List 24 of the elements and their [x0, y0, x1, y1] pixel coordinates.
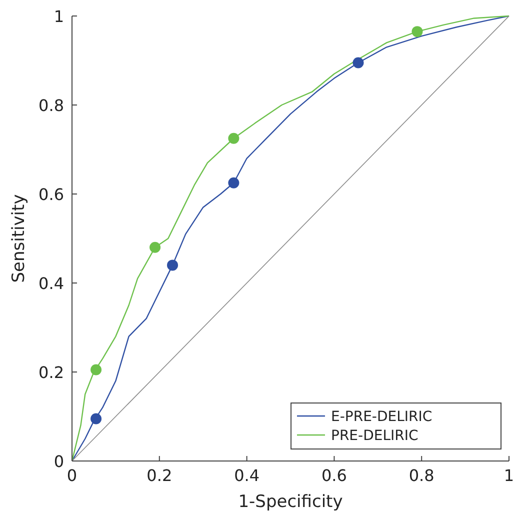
- legend-label: E-PRE-DELIRIC: [331, 409, 432, 425]
- point: [228, 177, 240, 188]
- x-tick-label: 0.6: [321, 466, 347, 485]
- y-tick-label: 0.6: [38, 185, 64, 204]
- y-tick-label: 0: [54, 452, 64, 471]
- point: [352, 57, 364, 68]
- x-tick-label: 0.8: [408, 466, 434, 485]
- x-tick-label: 1: [504, 466, 514, 485]
- y-axis-title: Sensitivity: [9, 194, 29, 283]
- y-tick-label: 0.4: [38, 274, 64, 293]
- y-tick-label: 0.8: [38, 96, 64, 115]
- y-tick-label: 1: [54, 7, 64, 26]
- x-tick-label: 0.4: [234, 466, 260, 485]
- y-tick-label: 0.2: [38, 363, 64, 382]
- x-axis-title: 1-Specificity: [238, 492, 343, 512]
- point: [412, 26, 423, 38]
- legend-label: PRE-DELIRIC: [331, 428, 418, 444]
- point: [167, 260, 178, 271]
- point: [150, 242, 161, 253]
- point: [228, 132, 240, 144]
- x-tick-label: 0.2: [146, 466, 172, 485]
- x-tick-label: 0: [66, 466, 78, 485]
- point: [90, 364, 102, 376]
- point: [90, 413, 102, 424]
